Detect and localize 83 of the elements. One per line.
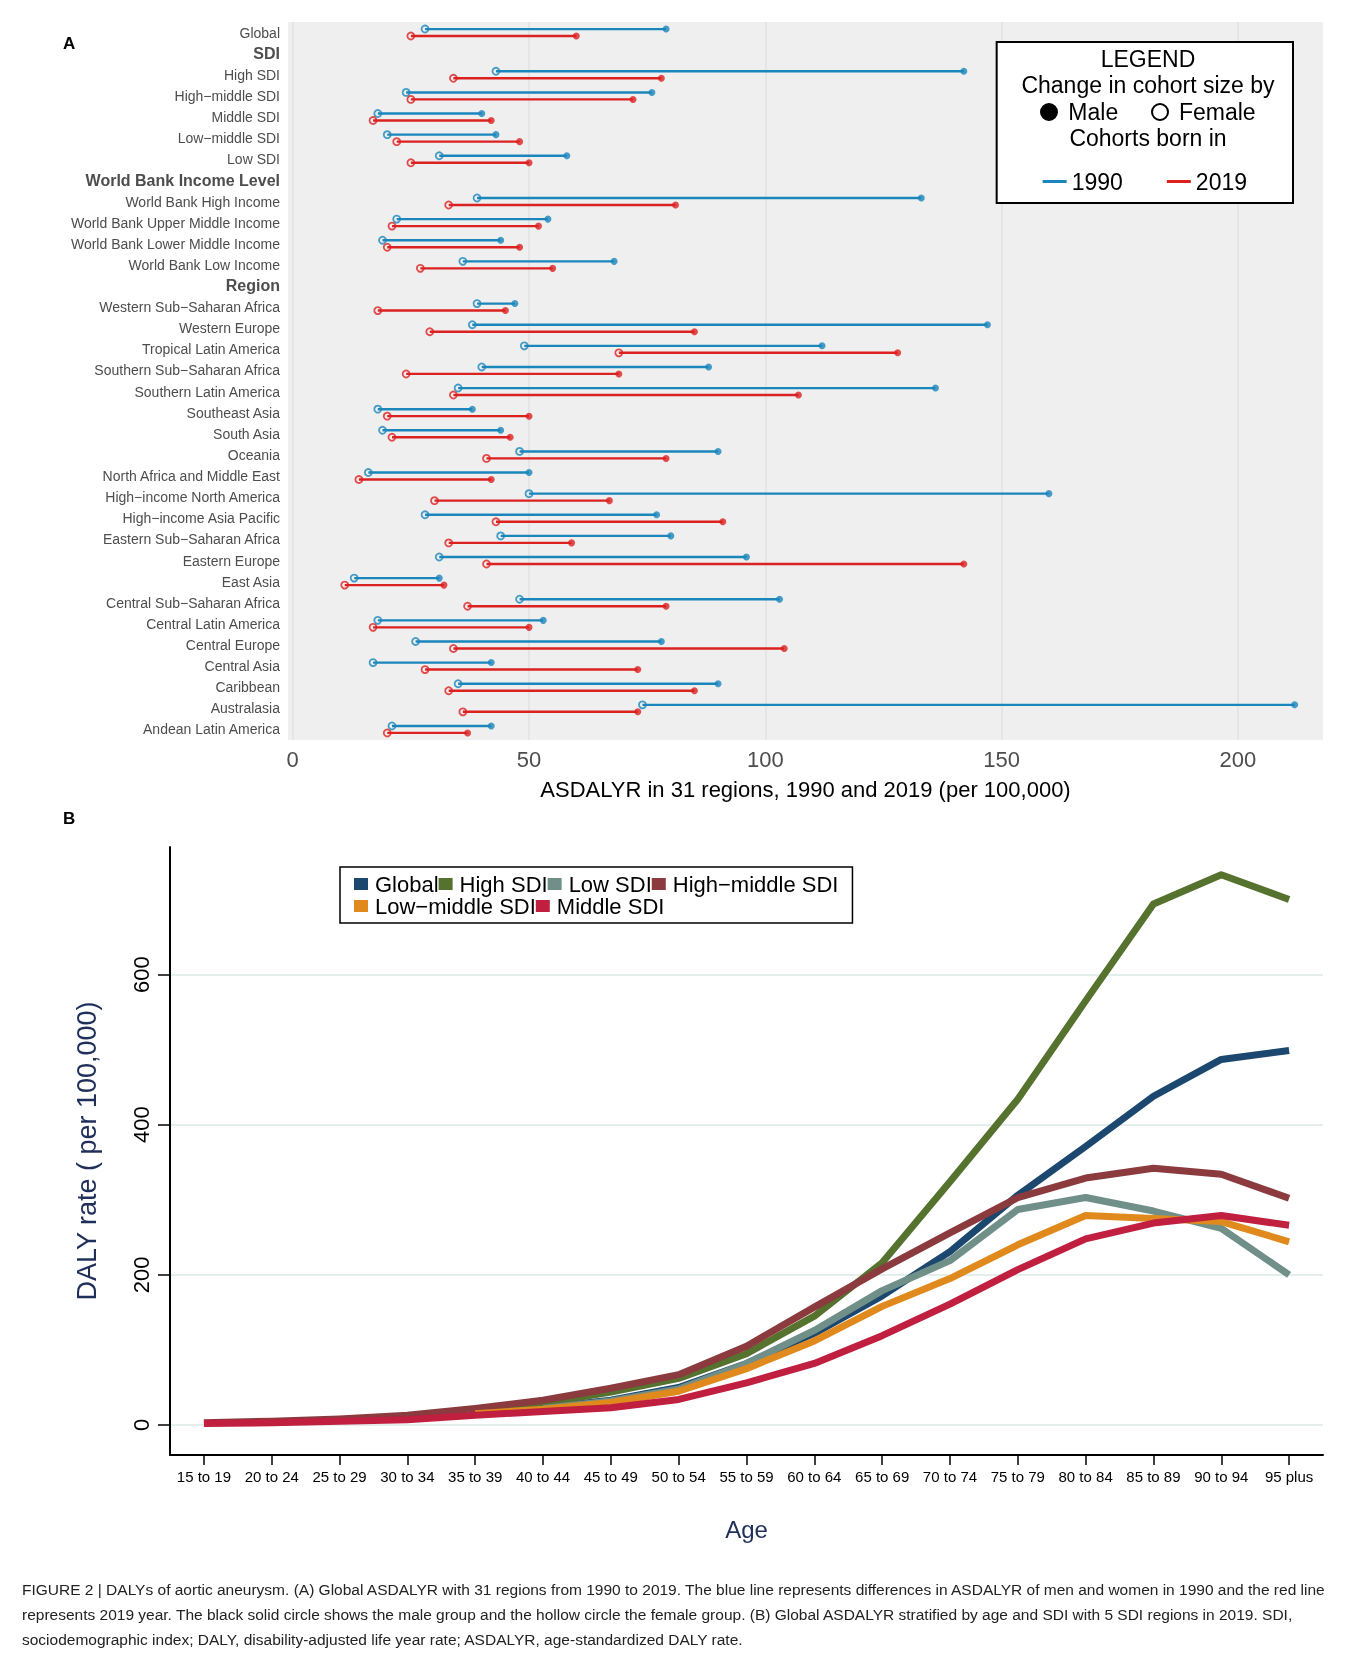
y-tick-label: Southern Sub−Saharan Africa: [94, 362, 281, 379]
bar: [529, 492, 1049, 495]
x-tick-label: 200: [1219, 746, 1257, 772]
bar: [387, 133, 496, 136]
x-tick-label: 150: [983, 746, 1020, 772]
bar: [495, 70, 964, 73]
x-tick-label: 25 to 29: [312, 1468, 367, 1485]
y-tick-label: 0: [128, 1418, 154, 1432]
y-tick-label: SDI: [253, 45, 280, 63]
y-tick-label: High−middle SDI: [174, 87, 280, 104]
bar: [377, 112, 482, 115]
x-axis-title: Age: [725, 1515, 768, 1543]
annotation: Female: [1178, 98, 1256, 126]
x-axis-title: ASDALYR in 31 regions, 1990 and 2019 (per 100,000): [540, 776, 1071, 802]
y-tick-label: Oceania: [227, 446, 281, 463]
caption: FIGURE 2 | DALYs of aortic aneurysm. (A) Global ASDALYR with 31 regions from 1990 to 2019. The blue line represents differences in ASDALYR of men and women in 1990 and the red line represents 2019 year. The black solid circle shows the male group and the hollow circle the female group. (B) Global ASDALYR stratified by age and SDI with 5 SDI regions in 2019. SDI, sociodemographic index; DALY, disability-adjusted life year rate; ASDALYR, age-standardized DALY rate.: [22, 1580, 1326, 1650]
y-tick-label: South Asia: [213, 425, 281, 442]
y-tick-label: Central Asia: [204, 658, 281, 675]
legend-label: 1990: [1071, 168, 1123, 195]
y-tick-label: High SDI: [223, 66, 280, 83]
bar: [477, 302, 515, 305]
annotation: Male: [1068, 98, 1119, 126]
y-tick-label: High−income North America: [105, 489, 281, 506]
legend-label: High SDI: [459, 871, 548, 897]
y-tick-label: Eastern Sub−Saharan Africa: [102, 531, 281, 548]
y-tick-label: Andean Latin America: [143, 721, 281, 738]
y-tick-label: 600: [128, 956, 154, 993]
x-tick-label: 50 to 54: [651, 1468, 706, 1485]
x-tick-label: 15 to 19: [176, 1468, 232, 1485]
y-tick-label: Central Latin America: [146, 615, 281, 632]
x-tick-label: 85 to 89: [1126, 1468, 1181, 1485]
legend-title: LEGEND: [1100, 46, 1196, 73]
y-tick-label: Australasia: [210, 700, 281, 717]
x-tick-label: 0: [286, 746, 299, 772]
x-tick-label: 35 to 39: [448, 1468, 503, 1485]
y-tick-label: World Bank High Income: [125, 193, 281, 210]
y-tick-label: North Africa and Middle East: [102, 468, 281, 485]
y-tick-label: Western Sub−Saharan Africa: [99, 299, 281, 316]
legend-label: Global: [375, 871, 439, 897]
annotation: Cohorts born in: [1069, 125, 1227, 152]
x-tick-label: 30 to 34: [380, 1468, 435, 1485]
y-tick-label: World Bank Low Income: [128, 256, 281, 273]
y-tick-label: World Bank Upper Middle Income: [70, 214, 281, 231]
y-tick-label: 200: [128, 1256, 154, 1294]
y-tick-label: Region: [225, 277, 280, 295]
y-tick-label: Middle SDI: [211, 109, 280, 126]
annotation: Change in cohort size by: [1021, 72, 1275, 99]
x-tick-label: 65 to 69: [855, 1468, 910, 1485]
x-tick-label: 75 to 79: [990, 1468, 1045, 1485]
x-tick-label: 55 to 59: [719, 1468, 774, 1485]
chart-title: B: [63, 809, 76, 828]
y-tick-label: Low SDI: [227, 151, 280, 168]
x-tick-label: 95 plus: [1264, 1468, 1314, 1485]
y-tick-label: 400: [128, 1106, 154, 1144]
y-tick-label: East Asia: [221, 573, 281, 590]
y-tick-label: Eastern Europe: [182, 552, 281, 569]
bar: [406, 91, 652, 94]
y-tick-label: Western Europe: [179, 320, 281, 337]
y-tick-label: Caribbean: [215, 679, 280, 696]
y-axis-title: DALY rate ( per 100,000): [71, 1001, 102, 1301]
y-tick-label: Central Europe: [185, 636, 281, 653]
y-tick-label: Central Sub−Saharan Africa: [106, 594, 281, 611]
x-tick-label: 100: [746, 746, 784, 772]
legend-label: High−middle SDI: [672, 871, 839, 897]
x-tick-label: 45 to 49: [583, 1468, 638, 1485]
bar: [410, 98, 633, 101]
text: A: [63, 34, 76, 53]
legend-label: 2019: [1195, 168, 1248, 195]
x-tick-label: 20 to 24: [244, 1468, 299, 1485]
y-tick-label: World Bank Income Level: [85, 171, 280, 189]
y-tick-label: Low−middle SDI: [177, 130, 280, 147]
y-tick-label: High−income Asia Pacific: [122, 510, 280, 527]
y-tick-label: Global: [239, 24, 280, 41]
x-tick-label: 60 to 64: [787, 1468, 842, 1485]
x-tick-label: 50: [516, 746, 542, 772]
x-tick-label: 70 to 74: [922, 1468, 978, 1485]
x-tick-label: 90 to 94: [1194, 1468, 1249, 1485]
y-tick-label: Southern Latin America: [134, 383, 281, 400]
y-tick-label: Southeast Asia: [186, 404, 281, 421]
x-tick-label: 80 to 84: [1058, 1468, 1113, 1485]
y-tick-label: World Bank Lower Middle Income: [70, 235, 281, 252]
x-tick-label: 40 to 44: [515, 1468, 571, 1485]
y-tick-label: Tropical Latin America: [142, 341, 281, 358]
